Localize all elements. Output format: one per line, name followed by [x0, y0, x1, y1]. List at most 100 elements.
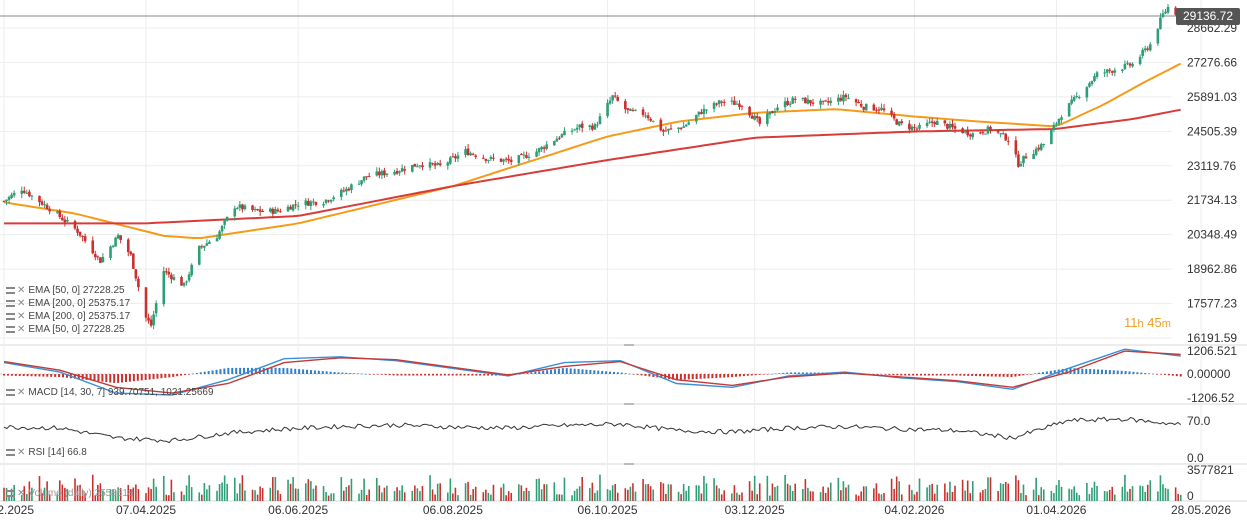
macd-histogram-bar [652, 374, 655, 377]
volume-bar [8, 495, 10, 501]
macd-histogram-bar [365, 373, 368, 375]
candle-body [126, 239, 130, 253]
legend-row[interactable]: ✕ MACD [14, 30, 7] 939.70751, 1021.25669 [6, 386, 214, 399]
candle-body [697, 111, 701, 115]
close-icon[interactable]: ✕ [17, 488, 26, 499]
volume-bar [677, 491, 680, 501]
macd-histogram-bar [746, 374, 749, 376]
close-icon[interactable]: ✕ [17, 285, 26, 296]
candle-body [312, 201, 315, 203]
volume-bar [325, 492, 327, 501]
macd-histogram-bar [1006, 374, 1009, 377]
volume-bar [449, 478, 452, 501]
candle-body [400, 168, 404, 172]
volume-bar [561, 494, 563, 501]
volume-bar [464, 483, 467, 501]
candle-body [289, 206, 292, 210]
macd-histogram-bar [1128, 371, 1131, 374]
candle-body [755, 116, 759, 119]
legend-row[interactable]: ✕ EMA [50, 0] 27228.25 [6, 284, 130, 297]
volume-bar [794, 483, 797, 501]
volume-bar [327, 495, 330, 501]
candle-body [144, 287, 148, 318]
candle-body [428, 162, 432, 168]
volume-bar [1058, 480, 1060, 501]
volume-bar [269, 487, 272, 501]
macd-histogram-bar [50, 374, 53, 377]
macd-histogram-bar [93, 374, 96, 381]
macd-histogram-bar [888, 374, 891, 375]
macd-histogram-bar [144, 374, 147, 380]
volume-bar [1040, 487, 1043, 501]
legend-row[interactable]: ✕ EMA [50, 0] 27228.25 [6, 323, 130, 336]
macd-histogram-bar [530, 372, 533, 374]
volume-bar [66, 489, 69, 501]
volume-bar [634, 491, 637, 501]
candle-body [570, 130, 574, 132]
close-icon[interactable]: ✕ [17, 311, 26, 322]
candle-body [773, 111, 777, 113]
volume-bar [1167, 488, 1169, 501]
macd-histogram-bar [569, 368, 572, 374]
candle-body [791, 97, 795, 104]
settings-icon[interactable] [6, 326, 15, 333]
volume-bar [431, 489, 434, 501]
volume-bar [769, 495, 771, 501]
macd-histogram-bar [589, 370, 592, 374]
candle-body [73, 221, 77, 229]
volume-bar [1131, 486, 1134, 501]
settings-icon[interactable] [6, 300, 15, 307]
volume-bar [297, 488, 299, 501]
volume-bar [949, 481, 951, 501]
macd-histogram-bar [959, 374, 962, 376]
legend-row[interactable]: ✕ Volume (daily) 2558518 [6, 487, 133, 500]
volume-bar [824, 492, 827, 501]
volume-bar [185, 485, 188, 501]
volume-bar [1002, 483, 1004, 501]
volume-bar [581, 476, 584, 501]
candle-body [560, 134, 564, 138]
legend-row[interactable]: ✕ EMA [200, 0] 25375.17 [6, 310, 130, 323]
settings-icon[interactable] [6, 389, 15, 396]
x-tick-label: 06.10.2025 [578, 503, 638, 517]
macd-histogram-bar [951, 374, 954, 376]
macd-histogram-bar [518, 373, 521, 375]
settings-icon[interactable] [6, 287, 15, 294]
close-icon[interactable]: ✕ [17, 387, 26, 398]
volume-bar [1070, 489, 1073, 501]
candle-body [398, 171, 401, 173]
candle-body [558, 137, 561, 139]
macd-histogram-bar [526, 372, 529, 374]
volume-bar [350, 478, 353, 501]
macd-histogram-bar [762, 374, 765, 375]
legend-row[interactable]: ✕ EMA [200, 0] 25375.17 [6, 297, 130, 310]
volume-bar [847, 484, 850, 501]
volume-bar [880, 494, 883, 501]
candle-body [748, 106, 751, 116]
legend-row[interactable]: ✕ RSI [14] 66.8 [6, 446, 87, 459]
volume-bar [733, 485, 736, 501]
close-icon[interactable]: ✕ [17, 298, 26, 309]
macd-histogram-bar [404, 374, 407, 376]
macd-histogram-bar [34, 374, 37, 377]
macd-histogram-bar [672, 374, 675, 380]
volume-bar [748, 481, 751, 501]
candle-body [360, 180, 363, 185]
settings-icon[interactable] [6, 490, 15, 497]
macd-histogram-bar [443, 374, 446, 376]
settings-icon[interactable] [6, 449, 15, 456]
close-icon[interactable]: ✕ [17, 447, 26, 458]
candle-body [1022, 155, 1025, 164]
volume-bar [928, 484, 931, 501]
macd-histogram-bar [738, 374, 741, 377]
volume-bar [1129, 488, 1131, 501]
candle-body [329, 199, 333, 202]
close-icon[interactable]: ✕ [17, 324, 26, 335]
settings-icon[interactable] [6, 313, 15, 320]
macd-histogram-bar [235, 367, 238, 374]
volume-bar [999, 483, 1002, 501]
volume-bar [556, 494, 558, 501]
volume-bar [670, 484, 672, 501]
volume-bar [715, 485, 718, 501]
